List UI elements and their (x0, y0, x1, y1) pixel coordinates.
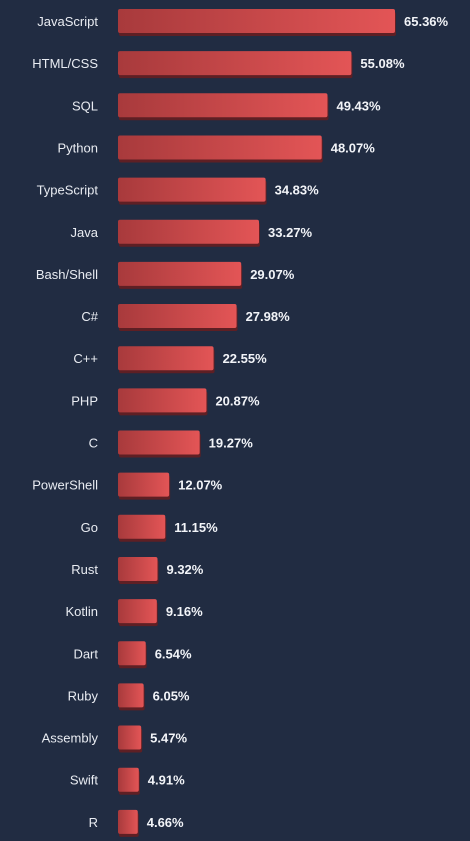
value-label: 9.16% (166, 604, 203, 619)
bar (118, 599, 157, 624)
bar (118, 430, 200, 455)
bar (118, 472, 170, 497)
value-label: 9.32% (166, 562, 203, 577)
bar-row: Assembly 5.47% (42, 725, 187, 753)
category-label: Java (71, 225, 99, 240)
category-label: PHP (71, 393, 98, 408)
category-label: C (89, 436, 98, 451)
bar-row: TypeScript 34.83% (37, 177, 320, 205)
value-label: 4.66% (147, 815, 184, 830)
value-label: 27.98% (246, 309, 291, 324)
bar-row: JavaScript 65.36% (37, 9, 449, 36)
bar (118, 177, 266, 202)
bar (118, 809, 138, 834)
value-label: 34.83% (275, 183, 320, 198)
bar (118, 767, 139, 792)
bar-row: C# 27.98% (81, 304, 291, 332)
bar-row: C++ 22.55% (73, 346, 268, 374)
category-label: Kotlin (65, 604, 98, 619)
bar-row: Ruby 6.05% (68, 683, 190, 711)
category-label: R (89, 815, 98, 830)
value-label: 6.54% (155, 646, 192, 661)
bar-row: C 19.27% (89, 430, 254, 458)
bar (118, 388, 207, 413)
bar (118, 725, 142, 750)
value-label: 5.47% (150, 731, 187, 746)
bar-row: SQL 49.43% (72, 93, 381, 121)
value-label: 33.27% (268, 225, 313, 240)
value-label: 29.07% (250, 267, 295, 282)
value-label: 20.87% (215, 393, 260, 408)
value-label: 49.43% (336, 98, 381, 113)
value-label: 65.36% (404, 14, 449, 29)
bar (118, 135, 322, 160)
category-label: Python (58, 140, 98, 155)
value-label: 55.08% (360, 56, 405, 71)
bar-row: Swift 4.91% (70, 767, 185, 795)
category-label: SQL (72, 98, 98, 113)
value-label: 22.55% (223, 351, 268, 366)
bar-row: Bash/Shell 29.07% (36, 261, 295, 289)
bar (118, 304, 237, 329)
category-label: TypeScript (37, 183, 99, 198)
bar (118, 556, 158, 581)
bar-row: HTML/CSS 55.08% (32, 51, 405, 79)
value-label: 6.05% (153, 688, 190, 703)
category-label: C++ (73, 351, 98, 366)
value-label: 12.07% (178, 478, 223, 493)
category-label: HTML/CSS (32, 56, 98, 71)
bar (118, 51, 352, 76)
bar-row: Dart 6.54% (73, 641, 192, 669)
category-label: Assembly (42, 731, 99, 746)
bar (118, 9, 395, 33)
category-label: Swift (70, 773, 99, 788)
bar (118, 93, 328, 118)
category-label: Bash/Shell (36, 267, 98, 282)
category-label: Dart (73, 646, 98, 661)
category-label: C# (81, 309, 98, 324)
bar-row: Go 11.15% (81, 514, 218, 542)
category-label: PowerShell (32, 478, 98, 493)
bar-row: R 4.66% (89, 809, 184, 837)
bar (118, 346, 214, 371)
bar (118, 514, 166, 539)
bar-row: Kotlin 9.16% (65, 599, 203, 627)
bars-group: JavaScript 65.36% HTML/CSS 55.08% SQL 49.43% P… (32, 9, 449, 837)
category-label: Rust (71, 562, 98, 577)
bar-row: Java 33.27% (71, 219, 313, 247)
value-label: 48.07% (331, 140, 376, 155)
bar (118, 261, 242, 286)
bar (118, 219, 260, 244)
bar-row: Rust 9.32% (71, 556, 204, 584)
category-label: Go (81, 520, 98, 535)
category-label: JavaScript (37, 14, 98, 29)
category-label: Ruby (68, 688, 99, 703)
bar-row: Python 48.07% (58, 135, 376, 163)
bar (118, 641, 146, 666)
value-label: 4.91% (148, 773, 185, 788)
bar-row: PHP 20.87% (71, 388, 260, 416)
bar (118, 683, 144, 708)
bar-row: PowerShell 12.07% (32, 472, 223, 500)
value-label: 11.15% (174, 520, 218, 535)
value-label: 19.27% (209, 436, 254, 451)
